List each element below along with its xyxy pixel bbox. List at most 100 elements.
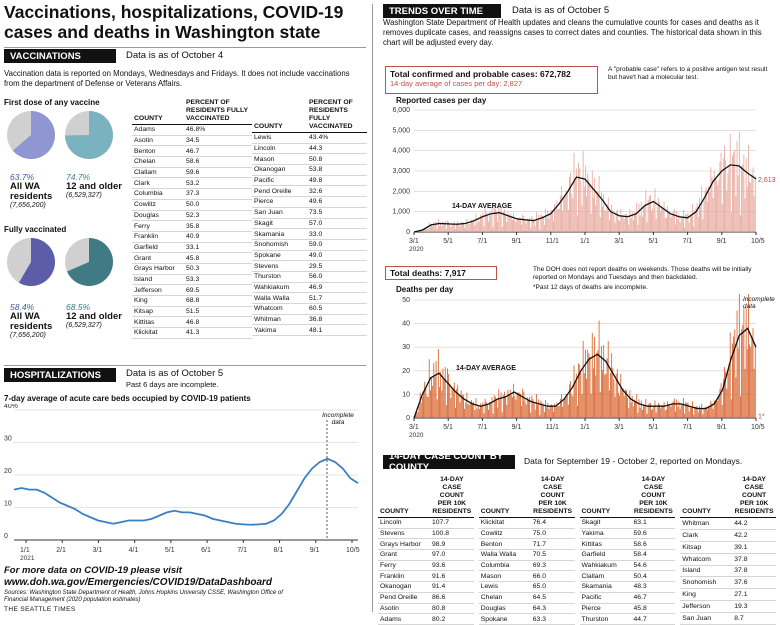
x-tick-label: 6/1 [201, 547, 211, 554]
x-tick-label: 7/1 [477, 238, 487, 245]
daily-bar [490, 404, 491, 418]
daily-bar [446, 229, 447, 232]
county-cell: Ferry [132, 221, 184, 232]
value-cell: 49.0 [307, 250, 367, 261]
daily-bar [588, 353, 589, 418]
county-cell: Benton [132, 146, 184, 157]
daily-bar [660, 211, 661, 232]
county-cell: King [132, 296, 184, 307]
value-cell: 93.6 [430, 560, 474, 571]
daily-bar [728, 373, 729, 418]
daily-bar [606, 374, 607, 418]
daily-bar [545, 400, 546, 418]
daily-bar [468, 224, 469, 232]
case-count-header: 14-DAY CASE COUNT BY COUNTY [383, 455, 515, 469]
county-cell: Lincoln [252, 143, 307, 154]
daily-bar [520, 394, 521, 418]
daily-bar [479, 222, 480, 232]
daily-bar [664, 402, 665, 418]
daily-bar [717, 185, 718, 232]
daily-bar [582, 206, 583, 232]
daily-bar [445, 367, 446, 418]
hospitalizations-note: Past 6 days are incomplete. [126, 380, 219, 390]
county-cell: Cowlitz [479, 528, 531, 539]
county-cell: Grant [132, 253, 184, 264]
value-cell: 64.5 [531, 592, 575, 603]
county-cell: Grays Harbor [378, 539, 430, 550]
daily-bar [608, 341, 609, 418]
daily-bar [657, 407, 658, 418]
daily-bar [512, 397, 513, 418]
daily-bar [493, 227, 494, 232]
daily-bar [737, 311, 738, 418]
value-cell: 59.6 [184, 167, 252, 178]
x-tick-label: 5/1 [443, 424, 453, 431]
daily-bar [457, 385, 458, 418]
x-tick-label: 5/1 [648, 238, 658, 245]
daily-bar [450, 227, 451, 232]
value-cell: 100.8 [430, 528, 474, 539]
county-cell: Douglas [479, 603, 531, 614]
daily-bar [561, 186, 562, 232]
daily-bar [570, 381, 571, 418]
daily-bar [494, 207, 495, 232]
daily-bar [708, 187, 709, 232]
daily-bar [691, 408, 692, 418]
daily-bar [746, 308, 747, 418]
count-col-header: 14-DAY CASE COUNT PER 10K RESIDENTS [632, 475, 676, 518]
daily-bar [645, 399, 646, 418]
daily-bar [574, 365, 575, 418]
county-cell: Walla Walla [479, 550, 531, 561]
county-cell: Walla Walla [252, 293, 307, 304]
daily-bar [640, 408, 641, 418]
daily-bar [688, 403, 689, 418]
daily-bar [546, 218, 547, 232]
daily-bar [704, 201, 705, 232]
daily-bar [469, 405, 470, 418]
x-tick-label: 2/1 [56, 547, 66, 554]
x-tick-label: 5/1 [165, 547, 175, 554]
daily-bar [432, 386, 433, 418]
daily-bar [511, 218, 512, 232]
daily-bar [604, 375, 605, 418]
daily-bar [525, 221, 526, 232]
daily-bar [518, 392, 519, 418]
daily-bar [747, 187, 748, 232]
daily-bar [446, 405, 447, 418]
daily-bar [721, 153, 722, 232]
daily-bar [652, 409, 653, 418]
dashboard-link[interactable]: www.doh.wa.gov/Emergencies/COVID19/DataD… [4, 577, 272, 588]
daily-bar [519, 393, 520, 418]
daily-bar [602, 206, 603, 232]
daily-bar [481, 406, 482, 418]
daily-bar [674, 399, 675, 418]
x-tick-label: 1/1 [580, 424, 590, 431]
daily-bar [503, 212, 504, 232]
value-cell: 33.1 [184, 242, 252, 253]
county-cell: Kitsap [680, 541, 732, 553]
daily-bar [603, 194, 604, 232]
daily-bar [627, 218, 628, 232]
daily-bar [470, 222, 471, 232]
daily-bar [754, 196, 755, 232]
daily-bar [466, 219, 467, 232]
daily-bar [729, 165, 730, 232]
daily-bar [520, 218, 521, 232]
daily-bar [636, 394, 637, 418]
value-cell: 69.5 [184, 285, 252, 296]
daily-bar [452, 387, 453, 418]
daily-bar [440, 372, 441, 418]
county-cell: Skagit [580, 518, 632, 529]
y-tick-label: 0 [406, 415, 410, 422]
daily-bar [536, 212, 537, 232]
daily-bar [531, 216, 532, 232]
daily-bar [454, 383, 455, 418]
daily-bar [585, 166, 586, 232]
deaths-note-2: *Past 12 days of deaths are incomplete. [533, 284, 648, 291]
daily-bar [578, 363, 579, 418]
daily-bar [549, 409, 550, 418]
pie-fully-12plus [64, 237, 114, 292]
